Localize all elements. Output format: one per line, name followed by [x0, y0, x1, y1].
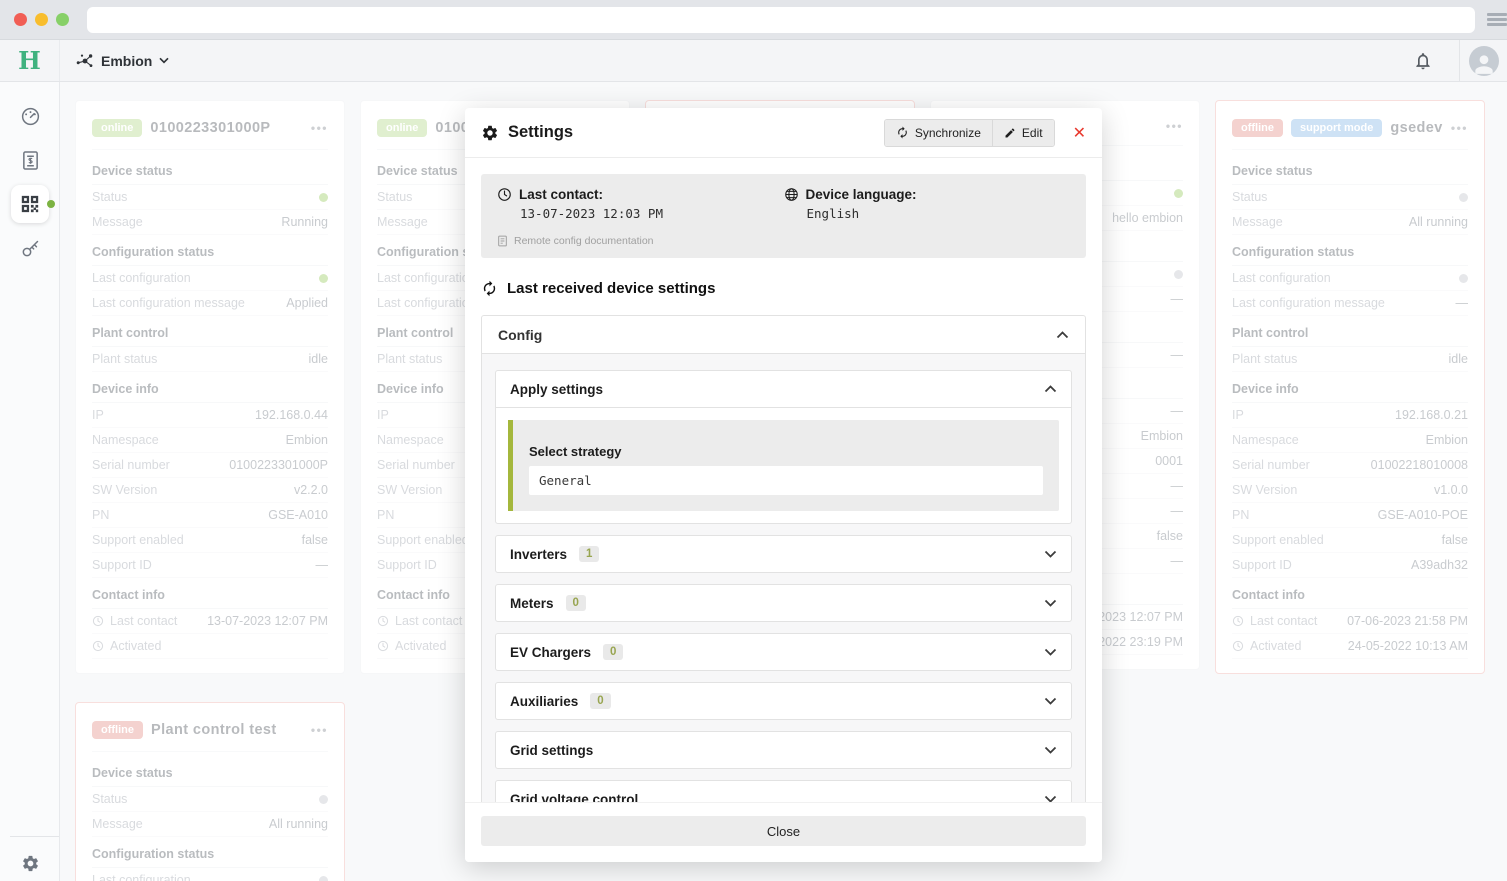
refresh-icon[interactable]	[481, 280, 498, 297]
count-badge: 0	[590, 693, 611, 709]
section-title: Last received device settings	[507, 280, 716, 297]
invoice-icon	[21, 150, 40, 171]
chevron-down-icon	[1044, 648, 1057, 656]
user-menu[interactable]	[1459, 40, 1507, 81]
select-strategy-label: Select strategy	[529, 444, 622, 459]
chevron-down-icon	[1044, 599, 1057, 607]
chevron-up-icon	[1044, 385, 1057, 393]
chevron-down-icon	[159, 57, 169, 64]
close-icon[interactable]: ✕	[1072, 124, 1086, 142]
window-close-button[interactable]	[14, 13, 27, 26]
org-selector[interactable]: Embion	[76, 53, 169, 69]
chevron-up-icon	[1056, 330, 1069, 339]
chevron-down-icon	[1044, 746, 1057, 754]
org-name: Embion	[101, 52, 153, 69]
sidebar-item-devices[interactable]	[0, 182, 60, 226]
notifications-bell-icon[interactable]	[1413, 51, 1433, 71]
window-zoom-button[interactable]	[56, 13, 69, 26]
app-header: H Embion	[0, 40, 1507, 82]
browser-menu-icon[interactable]	[1487, 11, 1507, 29]
edit-label: Edit	[1021, 125, 1043, 140]
last-received-settings-heading: Last received device settings	[481, 280, 1086, 297]
config-accordion-body: Apply settings Select strategy General	[482, 353, 1085, 802]
modal-title: Settings	[508, 123, 574, 141]
last-contact-label: Last contact:	[519, 187, 604, 202]
app-logo[interactable]: H	[0, 40, 60, 81]
dashboard-gauge-icon	[20, 106, 41, 127]
window-minimize-button[interactable]	[35, 13, 48, 26]
count-badge: 1	[579, 546, 600, 562]
device-info-panel: Last contact: 13-07-2023 12:03 PM Remote…	[481, 174, 1086, 258]
accordion-ev-chargers: EV Chargers 0	[495, 633, 1072, 671]
chevron-down-icon	[1044, 795, 1057, 802]
logo-letter: H	[18, 46, 41, 75]
inverters-header[interactable]: Inverters 1	[496, 536, 1071, 572]
accordion-grid-settings: Grid settings	[495, 731, 1072, 769]
config-accordion-header[interactable]: Config	[482, 316, 1085, 353]
accordion-label: EV Chargers	[510, 644, 592, 660]
accordion-inverters: Inverters 1	[495, 535, 1072, 573]
config-label: Config	[498, 326, 543, 343]
count-badge: 0	[603, 644, 624, 660]
pencil-icon	[1004, 127, 1016, 139]
ev-chargers-header[interactable]: EV Chargers 0	[496, 634, 1071, 670]
chevron-down-icon	[1044, 550, 1057, 558]
document-icon	[497, 235, 508, 247]
strategy-select[interactable]: General	[529, 466, 1043, 495]
accordion-auxiliaries: Auxiliaries 0	[495, 682, 1072, 720]
sidebar-item-access[interactable]	[0, 226, 60, 270]
edit-button[interactable]: Edit	[991, 119, 1054, 146]
sidebar-item-settings[interactable]	[0, 854, 60, 873]
active-indicator-dot	[47, 200, 55, 208]
sidebar-divider	[10, 836, 59, 837]
browser-chrome	[0, 0, 1507, 40]
accordion-label: Meters	[510, 595, 554, 611]
remote-config-doc-link[interactable]: Remote config documentation	[497, 235, 784, 247]
meters-header[interactable]: Meters 0	[496, 585, 1071, 621]
sidebar-item-dashboard[interactable]	[0, 94, 60, 138]
accordion-label: Auxiliaries	[510, 693, 579, 709]
clock-icon	[497, 187, 512, 202]
accordion-label: Grid voltage control	[510, 791, 639, 803]
grid-voltage-control-header[interactable]: Grid voltage control	[496, 781, 1071, 802]
modal-actions: Synchronize Edit	[883, 118, 1055, 147]
chevron-down-icon	[1044, 697, 1057, 705]
refresh-icon	[896, 126, 909, 139]
key-icon	[20, 238, 41, 259]
url-bar[interactable]	[87, 6, 1476, 33]
sidebar-item-billing[interactable]	[0, 138, 60, 182]
apply-settings-label: Apply settings	[510, 381, 604, 397]
gear-icon	[481, 124, 499, 142]
config-accordion: Config Apply settings Select strat	[481, 315, 1086, 802]
apply-settings-body: Select strategy General	[496, 407, 1071, 523]
accordion-meters: Meters 0	[495, 584, 1072, 622]
grid-settings-header[interactable]: Grid settings	[496, 732, 1071, 768]
doc-link-label: Remote config documentation	[514, 235, 654, 247]
last-contact-value: 13-07-2023 12:03 PM	[520, 206, 663, 221]
auxiliaries-header[interactable]: Auxiliaries 0	[496, 683, 1071, 719]
device-language-label: Device language:	[805, 187, 917, 202]
synchronize-button[interactable]: Synchronize	[884, 119, 992, 146]
apply-settings-header[interactable]: Apply settings	[496, 371, 1071, 407]
gear-icon	[21, 854, 40, 873]
sidebar	[0, 82, 60, 881]
accordion-grid-voltage-control: Grid voltage control	[495, 780, 1072, 802]
close-button[interactable]: Close	[481, 816, 1086, 846]
avatar	[1468, 45, 1499, 76]
modal-header: Settings Synchronize Edit ✕	[465, 108, 1102, 158]
device-language-value: English	[806, 206, 860, 221]
globe-icon	[784, 187, 799, 202]
settings-modal: Settings Synchronize Edit ✕	[465, 108, 1102, 862]
network-icon	[76, 53, 94, 69]
accordion-label: Inverters	[510, 546, 568, 562]
modal-body: Last contact: 13-07-2023 12:03 PM Remote…	[465, 158, 1102, 802]
strategy-group: Select strategy General	[508, 420, 1059, 511]
count-badge: 0	[565, 595, 586, 611]
window-controls	[14, 13, 69, 26]
accordion-label: Grid settings	[510, 742, 594, 758]
synchronize-label: Synchronize	[914, 125, 981, 140]
qr-code-icon	[11, 185, 49, 223]
modal-footer: Close	[465, 802, 1102, 862]
accordion-apply-settings: Apply settings Select strategy General	[495, 370, 1072, 524]
